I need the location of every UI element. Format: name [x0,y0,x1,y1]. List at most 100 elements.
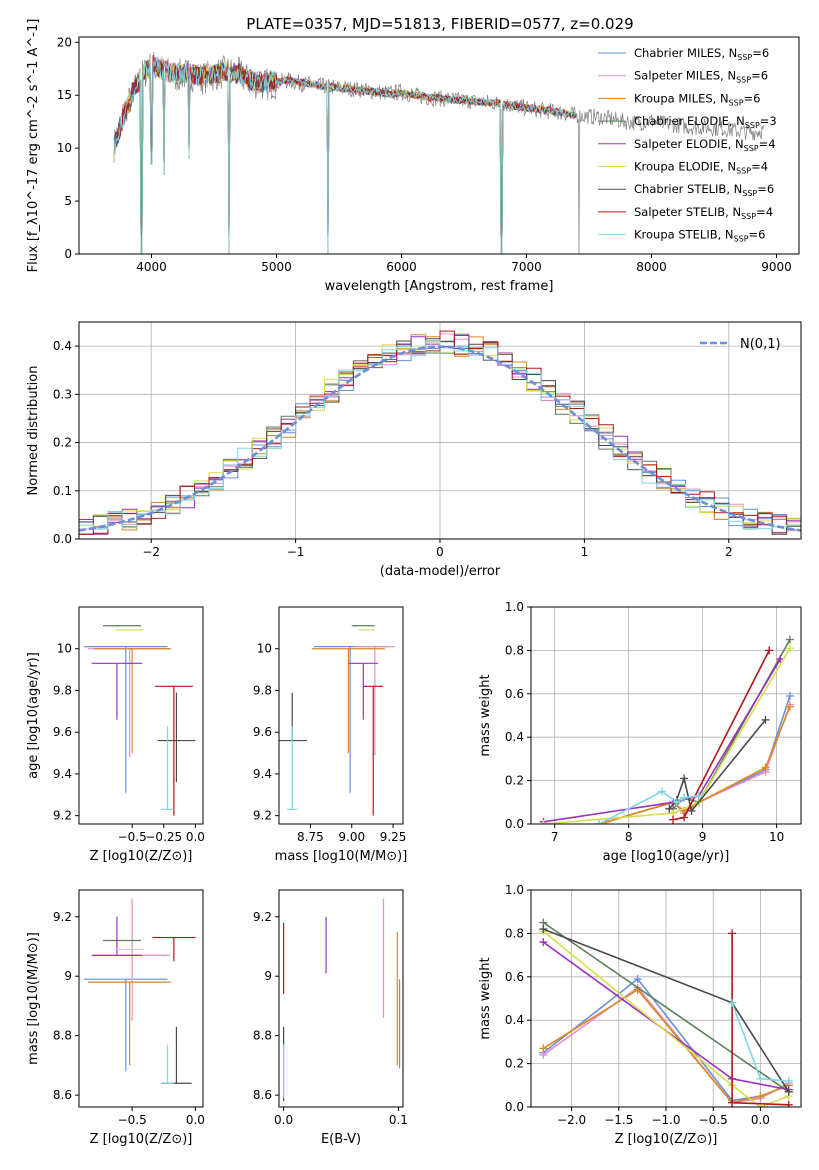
weight-marker [756,1074,765,1083]
y-tick-label: 8.6 [53,1088,72,1102]
y-tick-label: 0.6 [505,970,524,984]
x-axis-label: Z [log10(Z/Z⊙)] [615,1132,718,1147]
x-tick-label: 0.0 [274,1113,293,1127]
legend: N(0,1) [700,337,781,352]
weight-marker [784,1087,793,1096]
y-axis-label: Normed distribution [26,366,41,496]
y-tick-label: 8.6 [253,1088,272,1102]
x-tick-label: 8000 [636,260,667,274]
legend-subscript: SSP [745,121,760,130]
y-tick-label: 0.1 [53,484,72,498]
axes-frame [78,889,204,1108]
x-axis-label: age [log10(age/yr)] [603,849,730,864]
y-tick-label: 0 [64,247,72,261]
legend-subscript: SSP [741,212,756,221]
y-tick-label: 0.3 [53,387,72,401]
errorbar-point [157,692,196,783]
x-tick-label: 9 [699,830,707,844]
legend-nssp: =3 [760,114,777,128]
weight-marker [665,804,674,813]
weight-marker [761,715,770,724]
y-tick-label: 1.0 [505,600,524,614]
legend-subscript: SSP [729,98,744,107]
weight-marker [672,798,681,807]
y-tick-label: 10 [57,141,72,155]
y-axis-label: mass weight [478,957,493,1039]
plot-area [113,52,764,254]
weight-marker [539,938,548,947]
x-tick-label: 10 [769,830,784,844]
axes-frame [78,321,802,540]
histogram-series [79,340,801,530]
weight-marker [785,644,794,653]
x-axis-label: Z [log10(Z/Z⊙)] [90,1132,193,1147]
axes-frame [530,606,802,825]
panel-weight_vs_Z: −2.0 −1.5 −1.0 −0.5 0.0 0.0 0.2 0.4 0.6 0.8 1.0 Z [… [478,883,802,1147]
weight-marker [765,646,774,655]
legend-subscript: SSP [744,144,759,153]
errorbar-point [94,648,171,754]
x-tick-label: 6000 [386,260,417,274]
weight-marker [539,1044,548,1053]
x-tick-label: 8 [625,830,633,844]
y-axis-label: Flux [f_λ10^-17 erg cm^-2 s^-1 A^-1] [26,19,41,273]
legend-subscript: SSP [736,76,751,85]
legend-label: Chabrier STELIB, NSSP=6 [634,182,774,198]
y-tick-label: 0.4 [505,1013,524,1027]
weight-marker [657,787,666,796]
errorbar-point [161,1026,192,1084]
legend-label: Kroupa STELIB, NSSP=6 [634,228,765,244]
weight-marker [784,1076,793,1085]
legend-label: Chabrier ELODIE, NSSP=3 [634,114,777,130]
axes-frame [78,36,800,255]
legend-label: N(0,1) [740,337,781,352]
y-tick-label: 0.8 [505,926,524,940]
legend-label: Kroupa MILES, NSSP=6 [634,91,760,107]
axes-frame [278,606,404,825]
y-tick-label: 0.2 [53,436,72,450]
y-tick-label: 15 [57,88,72,102]
plot-area [539,918,793,1107]
x-axis-label: E(B-V) [321,1132,361,1147]
y-tick-label: 0.0 [53,532,72,546]
errorbar-point [152,936,196,962]
y-tick-label: 9.4 [53,767,72,781]
legend-nssp: =4 [756,205,773,219]
legend-label: Kroupa ELODIE, NSSP=4 [634,160,768,176]
axes-frame [278,889,404,1108]
errorbar-point [94,898,171,1021]
plot-area [282,898,401,1102]
y-tick-label: 9 [64,969,72,983]
legend-nssp: =6 [752,46,769,60]
y-tick-label: 9.4 [253,767,272,781]
weight-marker [633,974,642,983]
weight-series-line [542,921,790,1093]
weight-marker [687,806,696,815]
legend-nssp: =4 [751,160,768,174]
panel-mass_vs_Z: −0.5 0.0 8.6 8.8 9 9.2 Z [log10(Z/Z⊙)] mass [lo… [26,889,205,1147]
observed-spectrum [113,52,764,254]
weight-marker [669,815,678,824]
y-tick-label: 0.8 [505,643,524,657]
x-tick-label: 0.0 [751,1113,770,1127]
y-tick-label: 0.4 [53,339,72,353]
legend-subscript: SSP [734,235,749,244]
errorbar-point [363,685,384,816]
legend-subscript: SSP [737,53,752,62]
x-tick-label: 0.1 [389,1113,408,1127]
weight-series-line [542,930,789,1107]
panel-spectrum: 4000 5000 6000 7000 8000 9000 0 5 10 15 20 waveleng… [26,19,800,294]
x-tick-label: 0 [436,545,444,559]
plot-area [84,625,196,816]
x-tick-label: 9000 [761,260,792,274]
errorbar-point [84,646,168,793]
legend-nssp: =6 [744,91,761,105]
x-tick-label: −0.5 [118,830,147,844]
y-tick-label: 9.2 [253,809,272,823]
y-axis-label: age [log10(age/yr)] [26,652,41,779]
y-tick-label: 8.8 [253,1029,272,1043]
legend-nssp: =6 [757,182,774,196]
x-tick-label: 9.00 [338,830,365,844]
errorbar-point [161,1044,174,1084]
